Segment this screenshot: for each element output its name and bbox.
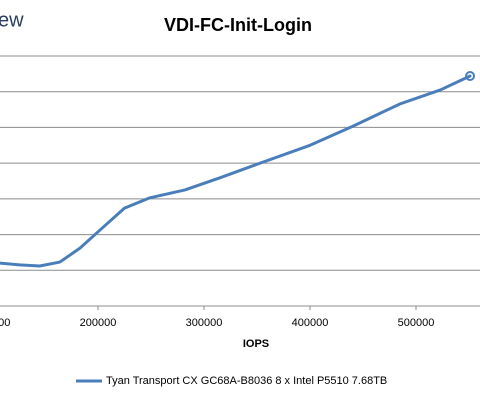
x-tick-label: 500000 — [398, 317, 435, 329]
logo-text: ew — [0, 9, 24, 31]
x-tick-label: 200000 — [80, 317, 117, 329]
legend-label: Tyan Transport CX GC68A-B8036 8 x Intel … — [106, 375, 387, 387]
end-marker — [465, 71, 476, 81]
x-tick-label: 300000 — [186, 317, 223, 329]
plot-area — [0, 55, 480, 310]
x-axis-label: IOPS — [243, 338, 269, 350]
series-line — [0, 74, 472, 268]
x-tick-label: 100000 — [0, 317, 10, 329]
chart-title: VDI-FC-Init-Login — [164, 15, 312, 35]
x-tick-label: 400000 — [292, 317, 329, 329]
